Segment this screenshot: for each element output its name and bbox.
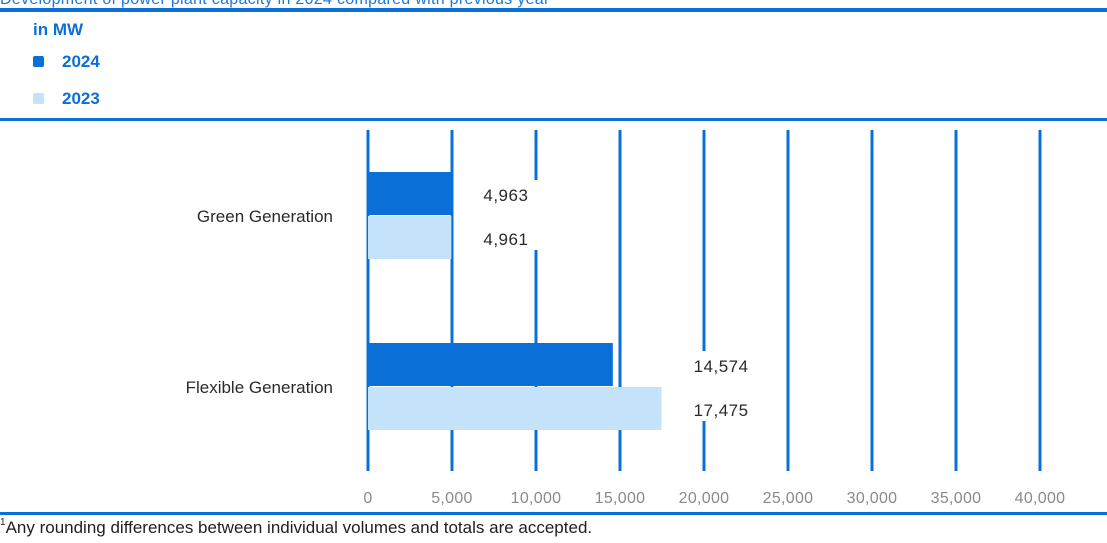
x-tick-label: 0 [363,490,372,507]
top-divider [0,8,1107,12]
bottom-divider [0,512,1107,515]
bar-2024 [368,172,452,215]
data-label-2024: 4,963 [483,186,528,205]
x-tick-label: 10,000 [511,490,562,507]
legend-label-2023: 2023 [62,89,100,108]
footnote-text: Any rounding differences between individ… [5,518,593,537]
x-tick-label: 5,000 [431,490,473,507]
chart-title-cut: Development of power plant capacity in 2… [0,0,1107,8]
footnote: 1Any rounding differences between indivi… [0,517,592,538]
unit-label: in MW [33,20,84,39]
x-tick-label: 30,000 [847,490,898,507]
x-tick-label: 25,000 [763,490,814,507]
x-tick-label: 35,000 [931,490,982,507]
x-tick-label: 15,000 [595,490,646,507]
bar-2023 [368,387,662,430]
label-backdrop [477,180,558,250]
legend-swatch-2023 [33,93,44,104]
x-tick-label: 40,000 [1015,490,1066,507]
chart-title: Development of power plant capacity in 2… [0,0,550,8]
bar-2023 [368,216,452,259]
mid-divider [0,118,1107,121]
x-tick-label: 20,000 [679,490,730,507]
legend-label-2024: 2024 [62,52,100,71]
data-label-2023: 4,961 [483,230,528,249]
label-backdrop [687,351,768,421]
category-label: Green Generation [197,207,333,226]
data-label-2023: 17,475 [694,401,749,420]
bar-2024 [368,343,613,386]
data-label-2024: 14,574 [694,357,749,376]
legend-swatch-2024 [33,56,44,67]
category-label: Flexible Generation [186,378,333,397]
footnote-marker: 1 [0,517,6,528]
